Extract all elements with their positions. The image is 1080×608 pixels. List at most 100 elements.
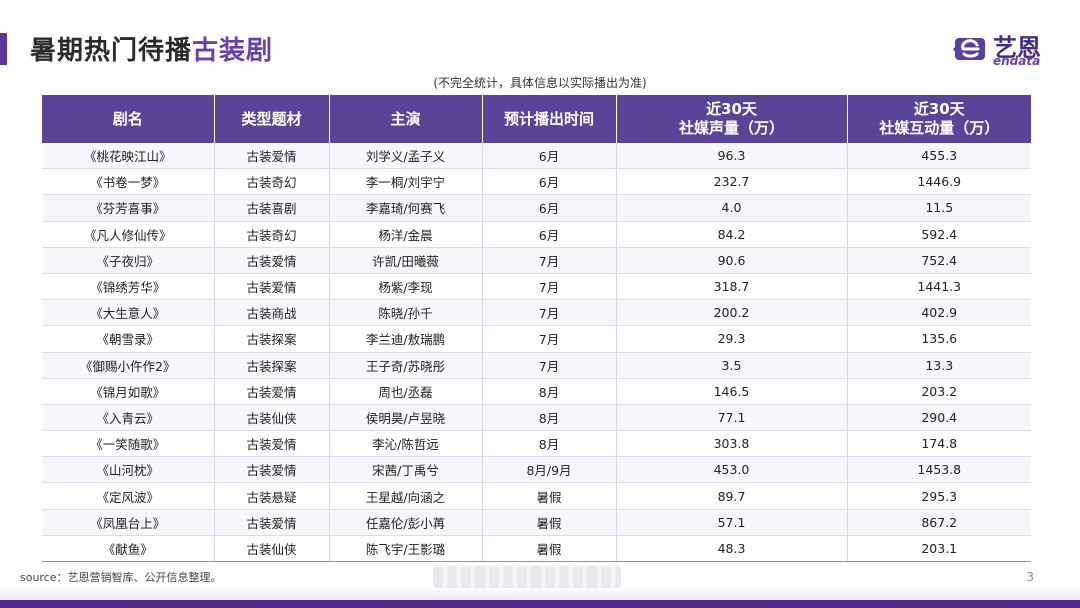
- column-header-line1: 类型题材: [241, 109, 302, 128]
- social-interaction-cell: 290.4: [847, 404, 1031, 432]
- drama-title-cell: 《御赐小仵作2》: [42, 352, 215, 379]
- genre-cell: 古装探案: [214, 325, 330, 353]
- cast-cell: 李沁/陈哲远: [329, 430, 483, 458]
- table-row: 《朝雪录》 古装探案 李兰迪/敖瑞鹏 7月 29.3 135.6: [42, 325, 1031, 353]
- title-accent: 古装剧: [192, 36, 274, 66]
- social-interaction-cell: 13.3: [847, 352, 1031, 379]
- airing-time-cell: 7月: [482, 299, 617, 327]
- social-interaction-cell: 752.4: [847, 247, 1031, 274]
- social-interaction-cell: 203.1: [847, 535, 1031, 563]
- column-header: 近30天 社媒声量（万）: [616, 95, 848, 143]
- endata-logo: 艺恩 endata: [953, 28, 1063, 68]
- genre-cell: 古装爱情: [214, 456, 330, 484]
- cast-cell: 陈飞宇/王影璐: [329, 535, 483, 563]
- drama-title-cell: 《书卷一梦》: [42, 168, 215, 196]
- social-volume-cell: 303.8: [616, 430, 848, 458]
- social-volume-cell: 146.5: [616, 378, 848, 405]
- genre-cell: 古装爱情: [214, 378, 330, 405]
- cast-cell: 李兰迪/敖瑞鹏: [329, 325, 483, 353]
- social-volume-cell: 318.7: [616, 273, 848, 301]
- drama-title-cell: 《子夜归》: [42, 247, 215, 274]
- genre-cell: 古装奇幻: [214, 221, 330, 248]
- cast-cell: 杨紫/李现: [329, 273, 483, 301]
- logo-name-en: endata: [993, 54, 1041, 68]
- airing-time-cell: 7月: [482, 247, 617, 274]
- cast-cell: 许凯/田曦薇: [329, 247, 483, 274]
- cast-cell: 李一桐/刘宇宁: [329, 168, 483, 196]
- column-header: 类型题材: [214, 95, 330, 143]
- airing-time-cell: 7月: [482, 325, 617, 353]
- cast-cell: 刘学义/孟子义: [329, 143, 483, 170]
- social-interaction-cell: 203.2: [847, 378, 1031, 405]
- airing-time-cell: 7月: [482, 273, 617, 301]
- endata-logo-icon: [953, 38, 985, 60]
- social-volume-cell: 232.7: [616, 168, 848, 196]
- social-interaction-cell: 174.8: [847, 430, 1031, 458]
- airing-time-cell: 6月: [482, 221, 617, 248]
- table-header-row: 剧名 类型题材 主演 预计播出时间 近30天 社媒声量（万） 近30天 社媒互动量（万）: [42, 95, 1031, 143]
- column-header-line1: 近30天: [706, 100, 757, 118]
- genre-cell: 古装爱情: [214, 273, 330, 301]
- table-row: 《凡人修仙传》 古装奇幻 杨洋/金晨 6月 84.2 592.4: [42, 221, 1031, 248]
- social-interaction-cell: 1441.3: [847, 273, 1031, 301]
- airing-time-cell: 6月: [482, 143, 617, 170]
- social-volume-cell: 29.3: [616, 325, 848, 353]
- airing-time-cell: 暑假: [482, 535, 617, 563]
- genre-cell: 古装爱情: [214, 143, 330, 170]
- drama-title-cell: 《大生意人》: [42, 299, 215, 327]
- drama-title-cell: 《献鱼》: [42, 535, 215, 563]
- social-interaction-cell: 295.3: [847, 482, 1031, 510]
- social-volume-cell: 453.0: [616, 456, 848, 484]
- cast-cell: 宋茜/丁禹兮: [329, 456, 483, 484]
- table-row: 《书卷一梦》 古装奇幻 李一桐/刘宇宁 6月 232.7 1446.9: [42, 168, 1031, 196]
- title-prefix: 暑期热门待播: [30, 36, 193, 66]
- table-row: 《山河枕》 古装爱情 宋茜/丁禹兮 8月/9月 453.0 1453.8: [42, 456, 1031, 484]
- page-title: 暑期热门待播古装剧: [30, 30, 273, 67]
- table-row: 《入青云》 古装仙侠 侯明昊/卢昱晓 8月 77.1 290.4: [42, 404, 1031, 432]
- airing-time-cell: 7月: [482, 352, 617, 379]
- column-header-line1: 剧名: [112, 109, 143, 128]
- social-interaction-cell: 135.6: [847, 325, 1031, 353]
- genre-cell: 古装仙侠: [214, 404, 330, 432]
- drama-title-cell: 《定风波》: [42, 482, 215, 510]
- table-body: 《桃花映江山》 古装爱情 刘学义/孟子义 6月 96.3 455.3 《书卷一梦》 古装奇幻李…: [42, 143, 1031, 563]
- footer-band: [0, 600, 1080, 608]
- drama-title-cell: 《桃花映江山》: [42, 143, 215, 170]
- cast-cell: 杨洋/金晨: [329, 221, 483, 248]
- column-header: 近30天 社媒互动量（万）: [847, 95, 1031, 143]
- social-volume-cell: 57.1: [616, 509, 848, 536]
- airing-time-cell: 暑假: [482, 509, 617, 536]
- genre-cell: 古装商战: [214, 299, 330, 327]
- genre-cell: 古装喜剧: [214, 194, 330, 222]
- airing-time-cell: 6月: [482, 194, 617, 222]
- table-row: 《锦绣芳华》 古装爱情 杨紫/李现 7月 318.7 1441.3: [42, 273, 1031, 301]
- column-header: 预计播出时间: [482, 95, 617, 143]
- genre-cell: 古装仙侠: [214, 535, 330, 563]
- drama-title-cell: 《锦月如歌》: [42, 378, 215, 405]
- drama-title-cell: 《凤凰台上》: [42, 509, 215, 536]
- social-volume-cell: 89.7: [616, 482, 848, 510]
- column-header-line1: 预计播出时间: [503, 109, 594, 128]
- cast-cell: 李嘉琦/何赛飞: [329, 194, 483, 222]
- social-interaction-cell: 1453.8: [847, 456, 1031, 484]
- drama-table: 剧名 类型题材 主演 预计播出时间 近30天 社媒声量（万） 近30天 社媒互动量（万） 《桃…: [42, 95, 1031, 563]
- drama-title-cell: 《入青云》: [42, 404, 215, 432]
- cast-cell: 周也/丞磊: [329, 378, 483, 405]
- column-header: 主演: [329, 95, 483, 143]
- table-row: 《一笑随歌》 古装爱情 李沁/陈哲远 8月 303.8 174.8: [42, 430, 1031, 458]
- social-interaction-cell: 402.9: [847, 299, 1031, 327]
- drama-title-cell: 《锦绣芳华》: [42, 273, 215, 301]
- social-volume-cell: 90.6: [616, 247, 848, 274]
- genre-cell: 古装奇幻: [214, 168, 330, 196]
- social-interaction-cell: 11.5: [847, 194, 1031, 222]
- genre-cell: 古装爱情: [214, 430, 330, 458]
- column-header: 剧名: [42, 95, 215, 143]
- social-interaction-cell: 867.2: [847, 509, 1031, 536]
- column-header-line2: 社媒互动量（万）: [879, 119, 1000, 137]
- table-row: 《定风波》 古装悬疑 王星越/向涵之 暑假 89.7 295.3: [42, 482, 1031, 510]
- social-volume-cell: 48.3: [616, 535, 848, 563]
- genre-cell: 古装悬疑: [214, 482, 330, 510]
- airing-time-cell: 8月: [482, 430, 617, 458]
- footer-gradient: [0, 586, 1080, 600]
- logo-name-cn: 艺恩: [993, 34, 1041, 62]
